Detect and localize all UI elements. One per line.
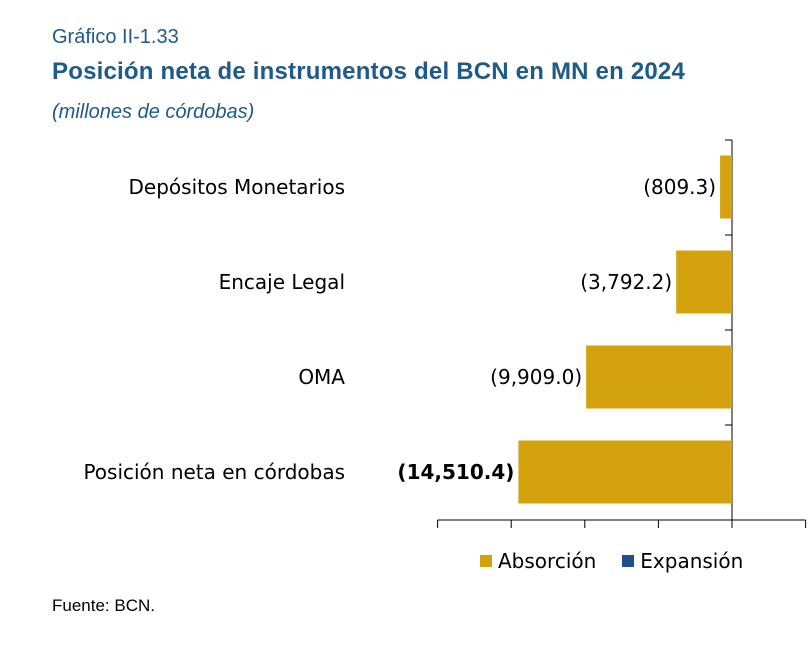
bar-4	[518, 440, 732, 504]
bar-3	[586, 345, 732, 409]
legend-item-absorcion: Absorción	[480, 549, 596, 573]
data-label: (809.3)	[643, 175, 716, 199]
bar-1	[720, 155, 732, 219]
data-label: (14,510.4)	[397, 460, 514, 484]
legend-item-expansion: Expansión	[622, 549, 743, 573]
figure-label: Gráfico II-1.33	[52, 26, 179, 48]
legend-swatch-absorcion	[480, 555, 492, 567]
chart-subtitle: (millones de córdobas)	[52, 101, 255, 123]
category-label: Posición neta en córdobas	[83, 460, 345, 484]
bar-2	[676, 250, 732, 314]
source-note: Fuente: BCN.	[52, 596, 155, 615]
category-label: Depósitos Monetarios	[129, 175, 345, 199]
legend-swatch-expansion	[622, 555, 635, 567]
legend-label-absorcion: Absorción	[498, 549, 597, 573]
data-label: (3,792.2)	[580, 270, 672, 294]
bar-chart: (809.3) Depósitos Monetarios (3,792.2) Enca…	[83, 139, 807, 528]
chart-legend: Absorción Expansión	[480, 549, 743, 573]
data-label: (9,909.0)	[490, 365, 582, 389]
chart-title: Posición neta de instrumentos del BCN en…	[52, 58, 686, 85]
category-label: Encaje Legal	[219, 270, 345, 294]
legend-label-expansion: Expansión	[640, 549, 744, 573]
category-label: OMA	[298, 365, 345, 389]
